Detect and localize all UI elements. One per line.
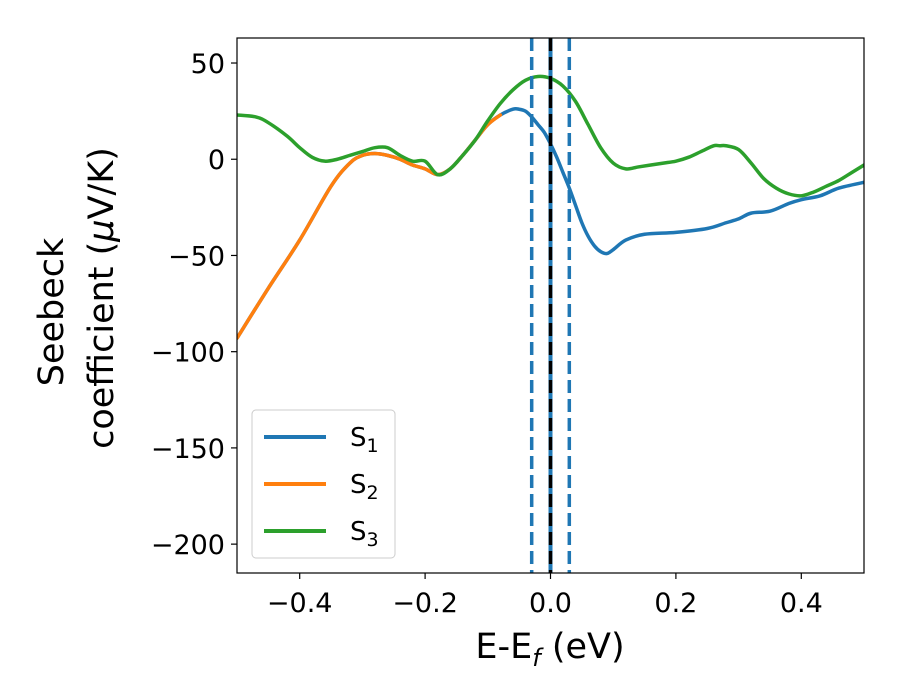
series-line-s3: [237, 74, 864, 198]
y-axis-label-line2: coefficient (μV/K): [82, 147, 122, 449]
y-tick-label: −100: [151, 338, 225, 369]
x-tick-label: −0.4: [267, 588, 333, 619]
x-axis-label: E-Ef (eV): [475, 627, 624, 672]
y-axis-label-line1: Seebeck: [32, 237, 72, 386]
y-tick-label: 50: [191, 49, 225, 80]
y-tick-label: −50: [168, 241, 225, 272]
x-axis: −0.4 −0.2 0.0 0.2 0.4: [267, 573, 823, 619]
x-tick-label: −0.2: [392, 588, 458, 619]
y-tick-label: 0: [208, 145, 225, 176]
y-tick-label: −150: [151, 434, 225, 465]
x-tick-label: 0.4: [780, 588, 823, 619]
y-tick-label: −200: [151, 530, 225, 561]
y-axis: 50 0 −50 −100 −150 −200: [151, 49, 237, 561]
vertical-lines: [529, 38, 572, 573]
y-axis-label: Seebeck coefficient (μV/K): [32, 147, 122, 449]
x-tick-label: 0.0: [529, 588, 572, 619]
legend-label-s3: S3: [350, 517, 379, 551]
x-tick-label: 0.2: [654, 588, 697, 619]
